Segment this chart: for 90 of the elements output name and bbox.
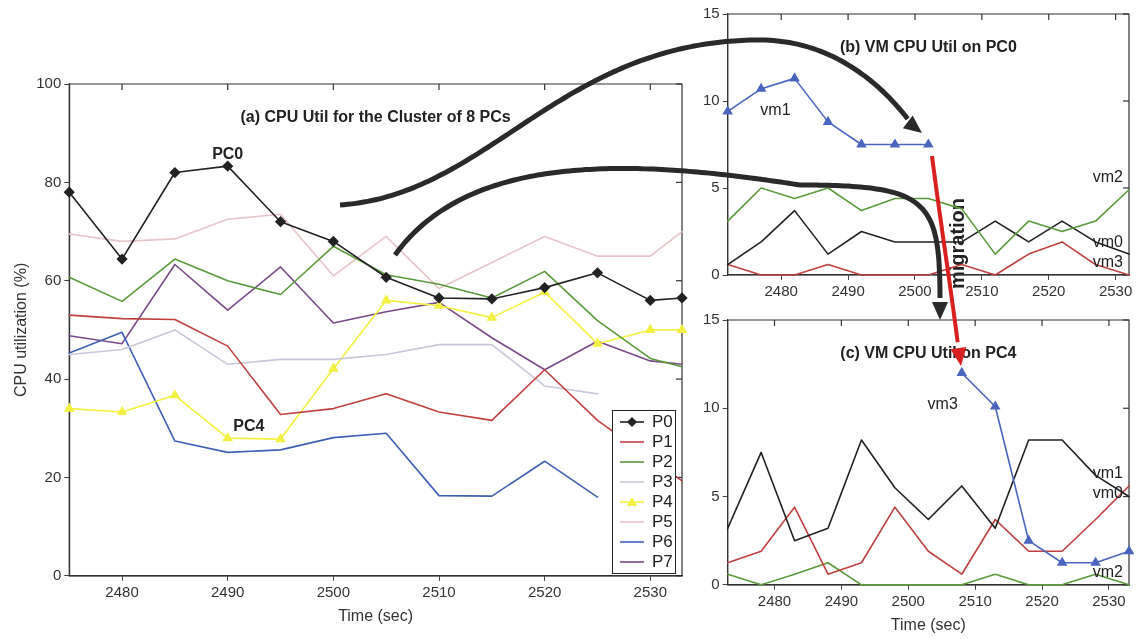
point	[923, 139, 934, 148]
point	[1023, 535, 1034, 544]
x-tick-label: 2520	[1032, 282, 1066, 300]
series-label: vm1	[760, 100, 791, 118]
y-tick-label: 0	[52, 565, 62, 583]
point	[645, 324, 655, 333]
y-tick-label: 40	[44, 369, 62, 387]
legend-label: P2	[652, 451, 673, 472]
point	[823, 116, 833, 125]
point	[223, 432, 233, 442]
point	[486, 293, 498, 305]
x-tick-label: 2490	[824, 591, 859, 609]
y-tick-label: 80	[44, 172, 62, 190]
y-tick-label: 15	[703, 4, 720, 22]
annotation: PC4	[233, 416, 265, 434]
text: (b) VM CPU Util on PC0	[839, 38, 1017, 56]
x-tick-label: 2510	[958, 591, 992, 609]
x-tick-label: 2520	[1025, 591, 1059, 609]
point	[677, 324, 687, 333]
legend-label: P0	[652, 411, 673, 432]
y-tick-label: 10	[703, 398, 720, 416]
point	[116, 253, 128, 265]
point	[957, 367, 967, 377]
point	[380, 271, 392, 283]
point	[1090, 557, 1101, 566]
point	[1124, 545, 1134, 555]
y-tick-label: 5	[711, 486, 720, 504]
series-label: vm1	[1092, 464, 1124, 482]
x-tick-label: 2530	[1092, 591, 1126, 609]
x-tick-label: 2500	[316, 582, 351, 600]
point	[789, 73, 800, 82]
point	[117, 406, 127, 416]
point	[645, 295, 656, 306]
x-axis-title: Time (sec)	[890, 615, 966, 633]
point	[676, 292, 688, 304]
point	[890, 139, 900, 148]
legend-label: P5	[652, 511, 673, 532]
x-tick-label: 2510	[422, 582, 456, 600]
legend-label: P4	[652, 491, 673, 512]
point	[328, 363, 339, 372]
y-tick-label: 0	[711, 574, 720, 592]
point	[63, 186, 75, 198]
point	[722, 106, 733, 115]
x-tick-label: 2480	[105, 582, 139, 600]
point	[64, 403, 74, 412]
y-tick-label: 20	[44, 467, 62, 485]
x-tick-label: 2520	[527, 582, 562, 600]
x-tick-label: 2480	[764, 282, 798, 300]
point	[592, 338, 603, 347]
point	[433, 292, 445, 304]
point	[275, 433, 286, 443]
y-tick-label: 5	[711, 178, 720, 196]
point	[275, 216, 286, 227]
series-label: vm3	[927, 395, 958, 413]
y-axis-title: CPU utilization (%)	[12, 262, 30, 398]
point	[1057, 557, 1067, 566]
x-axis-title: Time (sec)	[338, 606, 414, 624]
series-label: vm0	[1092, 232, 1124, 250]
series-label: vm3	[1092, 253, 1124, 271]
point	[856, 139, 867, 148]
series-label: vm2	[1092, 168, 1124, 186]
x-tick-label: 2490	[211, 582, 245, 600]
x-tick-label: 2480	[757, 591, 792, 609]
point	[222, 160, 233, 172]
annotation: PC0	[212, 144, 244, 162]
series-label: vm2	[1092, 563, 1124, 581]
y-tick-label: 15	[703, 310, 720, 328]
legend-label: P1	[652, 431, 673, 452]
point	[169, 167, 181, 178]
x-tick-label: 2500	[898, 282, 932, 300]
point	[990, 401, 1000, 410]
y-tick-label: 60	[44, 270, 62, 288]
y-tick-label: 0	[711, 265, 720, 283]
x-tick-label: 2510	[965, 282, 999, 300]
point	[592, 267, 603, 279]
y-tick-label: 10	[703, 91, 720, 109]
point	[756, 83, 766, 92]
legend-label: P7	[652, 551, 673, 572]
point	[487, 312, 497, 321]
point	[170, 390, 180, 399]
legend-label: P3	[652, 471, 673, 492]
y-tick-label: 100	[36, 74, 62, 92]
point	[328, 236, 339, 247]
x-tick-label: 2530	[1098, 282, 1133, 300]
legend-label: P6	[652, 531, 673, 552]
x-tick-label: 2530	[633, 582, 667, 600]
x-tick-label: 2490	[831, 282, 865, 300]
text: (a) CPU Util for the Cluster of 8 PCs	[240, 108, 511, 126]
point	[381, 295, 391, 304]
x-tick-label: 2500	[891, 591, 925, 609]
